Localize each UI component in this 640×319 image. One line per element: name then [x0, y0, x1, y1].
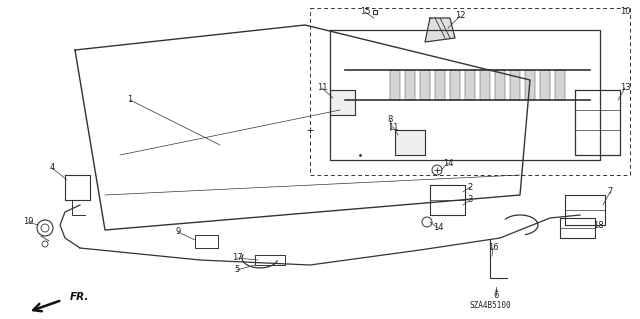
- Polygon shape: [450, 70, 460, 100]
- Text: 14: 14: [443, 159, 453, 167]
- Polygon shape: [540, 70, 550, 100]
- Text: 17: 17: [232, 254, 243, 263]
- Text: 7: 7: [607, 188, 612, 197]
- Polygon shape: [435, 70, 445, 100]
- Text: FR.: FR.: [70, 292, 90, 302]
- Polygon shape: [510, 70, 520, 100]
- Text: 5: 5: [234, 265, 239, 275]
- Polygon shape: [420, 70, 430, 100]
- Polygon shape: [525, 70, 535, 100]
- Polygon shape: [390, 70, 400, 100]
- Polygon shape: [330, 90, 355, 115]
- Polygon shape: [495, 70, 505, 100]
- Polygon shape: [395, 130, 425, 155]
- Polygon shape: [555, 70, 565, 100]
- Polygon shape: [480, 70, 490, 100]
- Text: 13: 13: [620, 84, 630, 93]
- Text: 11: 11: [388, 122, 398, 131]
- Text: 10: 10: [620, 8, 630, 17]
- Text: 15: 15: [360, 8, 371, 17]
- Polygon shape: [425, 18, 455, 42]
- Text: 12: 12: [455, 11, 465, 20]
- Text: SZA4B5100: SZA4B5100: [469, 301, 511, 310]
- Text: 2: 2: [467, 182, 472, 191]
- Text: 9: 9: [175, 227, 180, 236]
- Polygon shape: [465, 70, 475, 100]
- Text: 6: 6: [493, 291, 499, 300]
- Text: 3: 3: [467, 196, 473, 204]
- Text: 14: 14: [433, 224, 444, 233]
- Text: 18: 18: [593, 220, 604, 229]
- Text: 4: 4: [49, 164, 54, 173]
- Text: 16: 16: [488, 243, 499, 253]
- Text: 19: 19: [23, 218, 33, 226]
- Text: 1: 1: [127, 95, 132, 105]
- Text: 8: 8: [387, 115, 393, 124]
- Polygon shape: [405, 70, 415, 100]
- Text: 11: 11: [317, 84, 327, 93]
